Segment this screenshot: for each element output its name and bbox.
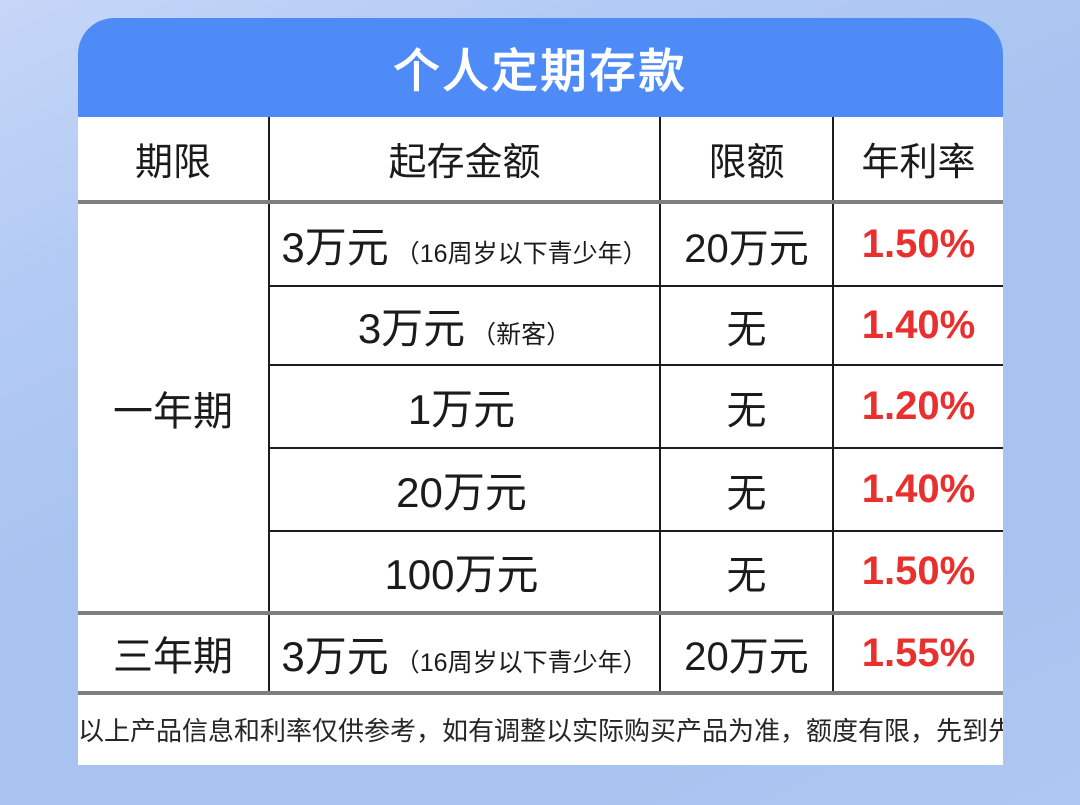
column-header-amount: 起存金额 [268,117,660,202]
column-header-term: 期限 [134,142,211,184]
amount-value: 20万元 [396,469,527,516]
cell-term-one-year: 一年期 [113,389,233,434]
cell-rate: 1.40% [832,286,1003,365]
cell-rate: 1.20% [832,365,1003,448]
cell-limit: 无 [659,448,833,531]
table-row: 20万元 无 1.40% [78,448,1003,531]
cell-limit: 20万元 [659,613,833,693]
table-row: 一年期 3万元 （16周岁以下青少年） 20万元 1.50% [78,202,1003,434]
deposit-rate-card: 个人定期存款 期限 起存金额 限额 年利率 一年期 3万元 （16周岁以下青少年） [78,18,1003,765]
amount-note: （新客） [471,321,572,349]
amount-value: 1万元 [407,386,516,433]
cell-limit: 无 [659,531,833,613]
cell-rate: 1.55% [832,613,1003,693]
deposit-rate-table: 期限 起存金额 限额 年利率 一年期 3万元 （16周岁以下青少年） 20万元 1… [78,117,1003,763]
cell-amount: 3万元 （16周岁以下青少年） [268,613,660,693]
cell-rate: 1.50% [832,202,1003,286]
amount-note: （16周岁以下青少年） [394,240,648,268]
cell-amount: 3万元 （新客） [268,286,660,365]
column-header-rate: 年利率 [832,117,1003,202]
cell-amount: 3万元 （16周岁以下青少年） [268,202,660,286]
cell-amount: 100万元 [268,531,660,613]
cell-limit: 无 [659,286,833,365]
table-row: 100万元 无 1.50% [78,531,1003,613]
card-header: 个人定期存款 [78,18,1003,117]
cell-amount: 1万元 [268,365,660,448]
cell-limit: 无 [659,365,833,448]
cell-term-three-year: 三年期 [113,635,233,679]
footnote-row: 以上产品信息和利率仅供参考，如有调整以实际购买产品为准，额度有限，先到先得。 [78,693,1003,763]
cell-limit: 20万元 [659,202,833,286]
table-header-row: 期限 起存金额 限额 年利率 [78,117,1003,202]
amount-value: 3万元 [281,632,389,680]
column-header-limit: 限额 [659,117,833,202]
cell-rate: 1.50% [832,531,1003,613]
amount-value: 3万元 [281,224,389,271]
page-title: 个人定期存款 [393,44,688,97]
amount-note: （16周岁以下青少年） [394,648,648,677]
cell-rate: 1.40% [832,448,1003,531]
table-row: 3万元 （新客） 无 1.40% [78,286,1003,365]
table-row: 三年期 3万元 （16周岁以下青少年） 20万元 1.55% [78,613,1003,693]
cell-amount: 20万元 [268,448,660,531]
amount-value: 3万元 [357,305,466,352]
table-row: 1万元 无 1.20% [78,365,1003,448]
amount-value: 100万元 [384,551,539,598]
footnote-text: 以上产品信息和利率仅供参考，如有调整以实际购买产品为准，额度有限，先到先得。 [78,715,1003,746]
